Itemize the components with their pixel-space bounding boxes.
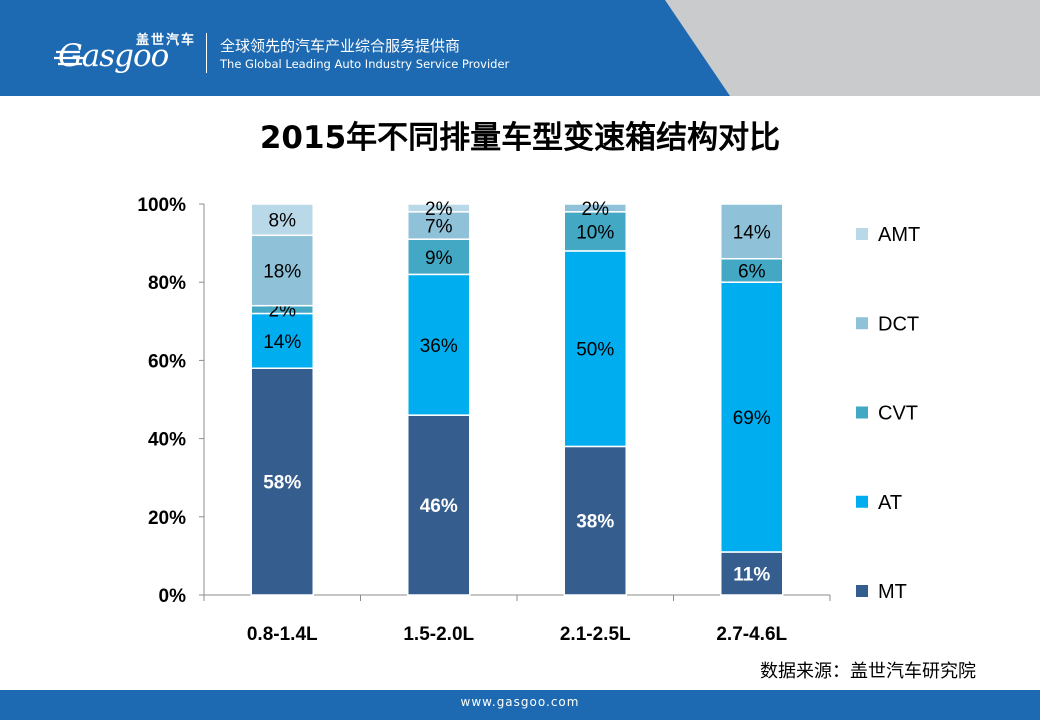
bar-segment-at [407, 273, 471, 416]
bar-segment-mt [563, 445, 627, 596]
data-label: 9% [425, 248, 453, 269]
bar-segment-dct [250, 234, 314, 307]
footer-url: www.gasgoo.com [460, 695, 580, 709]
bar-segment-cvt [407, 238, 471, 276]
brand-divider [206, 33, 207, 73]
footer-bar [0, 690, 1040, 720]
header-banner-shape [0, 0, 730, 96]
data-label: 69% [733, 408, 771, 429]
legend-label-amt: AMT [878, 224, 920, 246]
y-tick-label: 80% [148, 273, 186, 294]
y-tick-label: 40% [148, 430, 186, 451]
legend-label-cvt: CVT [878, 403, 918, 425]
bar-segment-cvt [563, 211, 627, 252]
legend-label-dct: DCT [878, 313, 919, 335]
legend-swatch-dct [856, 317, 868, 330]
y-tick-label: 100% [137, 195, 186, 216]
legend-swatch-amt [856, 228, 868, 240]
x-tick-label: 1.5-2.0L [403, 624, 474, 645]
brand-cn-name: 盖世汽车 [136, 33, 197, 48]
x-tick-label: 2.7-4.6L [716, 624, 787, 645]
y-tick-label: 20% [148, 508, 186, 529]
chart-title: 2015年不同排量车型变速箱结构对比 [259, 120, 781, 156]
data-label: 38% [576, 512, 614, 533]
bar-segment-dct [563, 203, 627, 213]
legend-swatch-at [856, 495, 868, 508]
x-tick-label: 0.8-1.4L [247, 624, 318, 645]
data-label: 8% [269, 211, 297, 232]
data-label: 14% [733, 222, 771, 243]
legend-label-at: AT [878, 492, 902, 514]
brand-wordmark: Gasgoo [58, 38, 169, 74]
data-label: 36% [420, 336, 458, 357]
bar-segment-dct [720, 203, 784, 260]
bar-segment-dct [407, 211, 471, 240]
data-label: 11% [733, 564, 770, 585]
tagline-cn: 全球领先的汽车产业综合服务提供商 [220, 37, 461, 55]
data-label: 7% [425, 217, 453, 238]
x-tick-label: 2.1-2.5L [560, 624, 631, 645]
data-label: 50% [576, 340, 614, 361]
y-tick-label: 0% [159, 586, 187, 607]
data-label: 18% [263, 261, 301, 282]
legend-label-mt: MT [878, 581, 907, 603]
data-label: 6% [738, 261, 766, 282]
bar-segment-at [720, 281, 784, 553]
legend-swatch-mt [856, 585, 868, 597]
y-tick-label: 60% [148, 351, 186, 372]
data-label: 14% [263, 332, 301, 353]
data-label: 58% [263, 473, 301, 494]
tagline-en: The Global Leading Auto Industry Service… [220, 57, 510, 71]
stacked-bar-chart: 0% 20% 40% 60% 80% 100% 58% 14% 2% 18% 8% 0.8-1.4L 4… [137, 195, 920, 645]
data-label: 2% [582, 199, 610, 220]
bar-segment-amt [407, 203, 471, 213]
header-bar: 盖世汽车 Gasgoo 全球领先的汽车产业综合服务提供商 The Global … [0, 0, 1040, 96]
bar-segment-amt [250, 203, 314, 237]
source-note: 数据来源：盖世汽车研究院 [760, 661, 976, 682]
legend-swatch-cvt [856, 406, 868, 419]
bar-segment-mt [250, 367, 314, 596]
bar-segment-at [250, 312, 314, 369]
data-label: 46% [420, 496, 458, 517]
data-label: 10% [576, 222, 614, 243]
bar-segment-at [563, 250, 627, 448]
gasgoo-logo [54, 50, 84, 66]
bar-segment-mt [407, 414, 471, 596]
data-label: 2% [425, 199, 453, 220]
